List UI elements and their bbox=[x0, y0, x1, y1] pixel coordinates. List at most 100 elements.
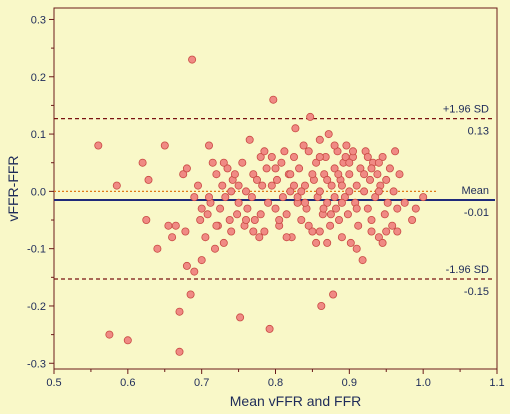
data-point bbox=[304, 147, 313, 156]
data-point bbox=[360, 170, 369, 179]
data-point bbox=[352, 181, 361, 190]
data-point bbox=[255, 233, 264, 242]
x-tick-label: 0.9 bbox=[342, 377, 357, 389]
data-point bbox=[182, 261, 191, 270]
data-point bbox=[256, 210, 265, 219]
data-point bbox=[196, 215, 205, 224]
data-point bbox=[358, 256, 367, 265]
data-point bbox=[297, 215, 306, 224]
data-point bbox=[367, 215, 376, 224]
data-point bbox=[282, 210, 291, 219]
data-point bbox=[371, 193, 380, 202]
ref-line-value: -0.15 bbox=[464, 286, 489, 298]
data-point bbox=[267, 181, 276, 190]
data-point bbox=[175, 307, 184, 316]
data-point bbox=[243, 204, 252, 213]
y-tick-label: 0.2 bbox=[31, 72, 46, 84]
data-point bbox=[389, 187, 398, 196]
data-point bbox=[223, 164, 232, 173]
data-point bbox=[188, 55, 197, 64]
x-tick-label: 0.5 bbox=[46, 377, 61, 389]
data-point bbox=[249, 227, 258, 236]
data-point bbox=[400, 198, 409, 207]
data-point bbox=[219, 238, 228, 247]
data-point bbox=[258, 181, 267, 190]
data-point bbox=[306, 112, 315, 121]
y-tick-label: 0.0 bbox=[31, 186, 46, 198]
data-point bbox=[365, 175, 374, 184]
data-point bbox=[378, 152, 387, 161]
data-point bbox=[337, 233, 346, 242]
data-point bbox=[330, 193, 339, 202]
data-point bbox=[300, 198, 309, 207]
data-point bbox=[230, 170, 239, 179]
data-point bbox=[193, 181, 202, 190]
data-point bbox=[236, 313, 245, 322]
data-point bbox=[363, 204, 372, 213]
data-point bbox=[282, 233, 291, 242]
labels: +1.96 SD 0.13 Mean -0.01 -1.96 SD -0.15 bbox=[443, 104, 489, 298]
data-point bbox=[204, 141, 213, 150]
data-point bbox=[221, 193, 230, 202]
data-point bbox=[219, 158, 228, 167]
data-point bbox=[234, 198, 243, 207]
data-point bbox=[388, 221, 397, 230]
data-point bbox=[330, 164, 339, 173]
data-point bbox=[319, 204, 328, 213]
data-point bbox=[312, 238, 321, 247]
ref-line-label: -1.96 SD bbox=[446, 264, 489, 276]
x-tick-label: 0.8 bbox=[268, 377, 283, 389]
data-point bbox=[271, 204, 280, 213]
data-point bbox=[264, 198, 273, 207]
data-point bbox=[227, 187, 236, 196]
data-point bbox=[272, 175, 281, 184]
data-point bbox=[326, 210, 335, 219]
data-points bbox=[94, 55, 428, 356]
data-point bbox=[197, 256, 206, 265]
data-point bbox=[352, 244, 361, 253]
data-point bbox=[393, 204, 402, 213]
data-point bbox=[262, 164, 271, 173]
data-point bbox=[360, 187, 369, 196]
data-point bbox=[160, 141, 169, 150]
data-point bbox=[327, 181, 336, 190]
data-point bbox=[342, 141, 351, 150]
data-point bbox=[267, 152, 276, 161]
data-point bbox=[289, 181, 298, 190]
data-point bbox=[367, 227, 376, 236]
data-point bbox=[123, 336, 132, 345]
data-point bbox=[304, 221, 313, 230]
data-point bbox=[210, 244, 219, 253]
data-point bbox=[112, 181, 121, 190]
data-point bbox=[181, 227, 190, 236]
data-point bbox=[233, 210, 242, 219]
data-point bbox=[269, 95, 278, 104]
data-point bbox=[153, 244, 162, 253]
data-point bbox=[260, 227, 269, 236]
data-point bbox=[343, 210, 352, 219]
data-point bbox=[234, 181, 243, 190]
data-point bbox=[164, 221, 173, 230]
data-point bbox=[323, 175, 332, 184]
data-point bbox=[345, 158, 354, 167]
data-point bbox=[182, 164, 191, 173]
x-tick-label: 1.0 bbox=[416, 377, 431, 389]
data-point bbox=[345, 187, 354, 196]
data-point bbox=[241, 215, 250, 224]
data-point bbox=[218, 181, 227, 190]
data-point bbox=[341, 152, 350, 161]
data-point bbox=[291, 124, 300, 133]
data-point bbox=[334, 170, 343, 179]
data-point bbox=[241, 187, 250, 196]
data-point bbox=[203, 210, 212, 219]
data-point bbox=[142, 215, 151, 224]
y-axis-title: vFFR-FFR bbox=[5, 155, 21, 221]
data-point bbox=[197, 204, 206, 213]
data-point bbox=[138, 158, 147, 167]
data-point bbox=[337, 181, 346, 190]
data-point bbox=[225, 215, 234, 224]
data-point bbox=[105, 330, 114, 339]
